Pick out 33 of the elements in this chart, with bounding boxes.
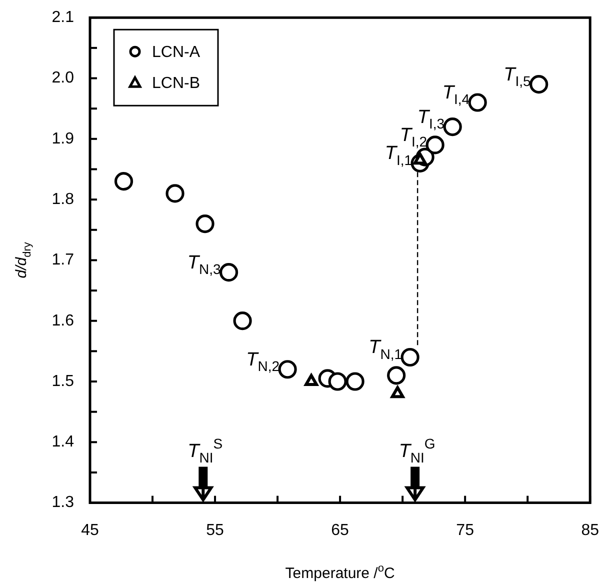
point [278, 360, 297, 379]
y-tick-label: 2.0 [52, 70, 74, 87]
x-tick-label: 45 [81, 522, 99, 539]
y-tick-label: 1.5 [52, 372, 74, 390]
y-tick-label: 1.8 [52, 190, 74, 208]
legend-label: LCN-B [152, 75, 200, 92]
y-tick-label: 1.6 [52, 312, 74, 330]
x-tick-label: 55 [206, 522, 224, 539]
point [328, 372, 347, 391]
y-tick-label: 1.9 [52, 130, 74, 148]
point [114, 172, 134, 191]
point [387, 366, 406, 385]
point [233, 312, 252, 330]
point [219, 263, 238, 282]
y-axis-title: d/ddry [13, 242, 34, 278]
x-tick-label: 65 [331, 522, 350, 539]
y-tick-label: 2.1 [52, 9, 74, 26]
point [530, 75, 548, 94]
point [426, 136, 444, 154]
point [166, 184, 184, 203]
y-tick-label: 1.7 [52, 252, 74, 269]
y-tick-label: 1.3 [52, 494, 74, 512]
legend-label: LCN-A [152, 44, 200, 62]
point [304, 374, 318, 386]
point [196, 214, 214, 234]
point [390, 386, 404, 398]
point [346, 372, 364, 391]
y-tick-label: 1.4 [52, 434, 74, 451]
point [443, 117, 462, 136]
point [468, 93, 487, 112]
x-tick-label: 75 [456, 522, 474, 539]
point [400, 348, 420, 367]
x-tick-label: 85 [581, 522, 600, 539]
